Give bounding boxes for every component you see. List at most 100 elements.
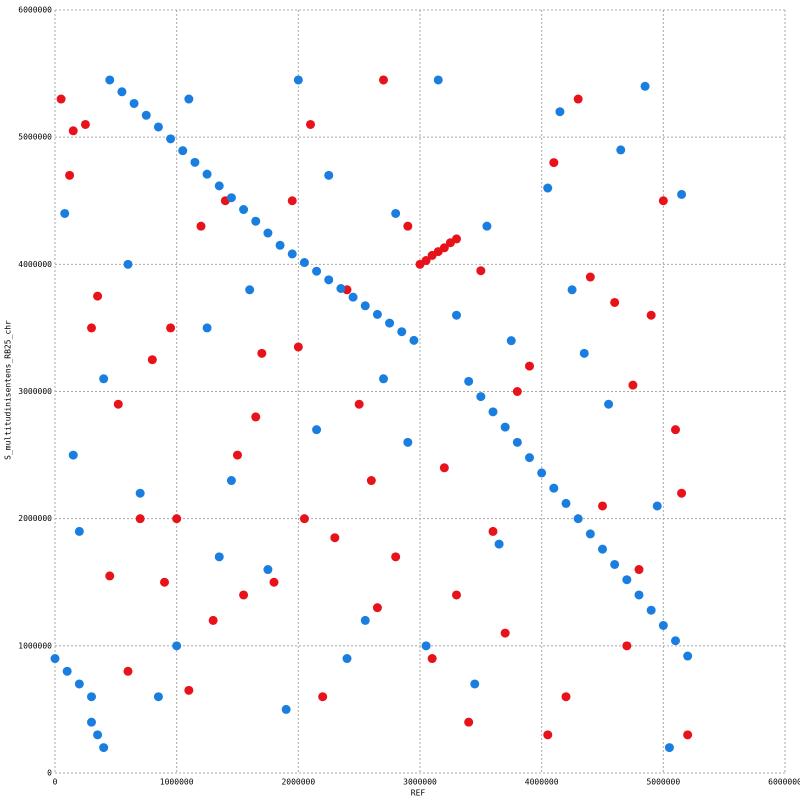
- point: [549, 483, 559, 493]
- point: [117, 87, 127, 97]
- point: [543, 183, 553, 193]
- point: [99, 374, 109, 384]
- point: [664, 743, 674, 753]
- point: [622, 575, 632, 585]
- point: [622, 641, 632, 651]
- point: [525, 453, 534, 463]
- y-tick-label: 3000000: [18, 387, 52, 396]
- point: [312, 425, 322, 435]
- x-tick-label: 1000000: [160, 778, 194, 787]
- y-tick-label: 5000000: [18, 133, 52, 142]
- point: [452, 234, 461, 244]
- point: [561, 498, 571, 508]
- point: [87, 692, 96, 702]
- point: [293, 342, 303, 352]
- point: [299, 514, 309, 524]
- point: [202, 323, 212, 333]
- point: [610, 297, 620, 307]
- point: [306, 119, 315, 129]
- point: [129, 98, 139, 108]
- point: [99, 743, 109, 753]
- point: [573, 94, 583, 104]
- point: [598, 501, 607, 511]
- point: [585, 529, 595, 539]
- point: [403, 221, 413, 231]
- point: [226, 476, 236, 486]
- point: [677, 189, 687, 199]
- point: [233, 450, 242, 460]
- x-tick-label: 0: [53, 778, 58, 787]
- point: [391, 552, 401, 562]
- point: [646, 605, 656, 615]
- point: [239, 590, 249, 600]
- point: [62, 666, 72, 676]
- point: [500, 628, 510, 638]
- point: [585, 272, 595, 282]
- point: [403, 437, 413, 447]
- point: [312, 266, 322, 276]
- point: [379, 75, 388, 85]
- point: [464, 376, 474, 386]
- point: [385, 318, 395, 328]
- point: [500, 422, 510, 432]
- point: [464, 717, 474, 727]
- point: [616, 145, 626, 155]
- point: [482, 221, 492, 231]
- point: [68, 126, 78, 136]
- point: [190, 157, 200, 167]
- point: [135, 488, 145, 498]
- point: [452, 310, 461, 320]
- point: [372, 309, 382, 319]
- point: [226, 193, 236, 203]
- y-tick-label: 4000000: [18, 260, 52, 269]
- point: [251, 412, 261, 422]
- point: [409, 335, 419, 345]
- point: [87, 323, 96, 333]
- point: [427, 654, 437, 664]
- point: [153, 692, 163, 702]
- point: [166, 323, 176, 333]
- point: [281, 704, 291, 714]
- point: [452, 590, 461, 600]
- point: [488, 526, 498, 536]
- point: [598, 544, 607, 554]
- point: [360, 615, 370, 625]
- point: [610, 559, 620, 569]
- point: [251, 216, 261, 226]
- point: [360, 301, 370, 311]
- point: [494, 539, 504, 549]
- point: [379, 374, 388, 384]
- point: [196, 221, 206, 231]
- point: [683, 651, 693, 661]
- point: [439, 243, 449, 253]
- point: [299, 258, 309, 268]
- point: [93, 291, 103, 301]
- point: [275, 240, 285, 250]
- point: [488, 407, 498, 417]
- point: [561, 692, 571, 702]
- x-tick-label: 2000000: [281, 778, 315, 787]
- point: [421, 641, 431, 651]
- point: [677, 488, 687, 498]
- point: [178, 146, 188, 156]
- point: [184, 94, 194, 104]
- point: [573, 514, 583, 524]
- point: [287, 249, 297, 259]
- point: [324, 275, 334, 285]
- y-tick-label: 2000000: [18, 514, 52, 523]
- point: [476, 392, 486, 402]
- point: [166, 134, 176, 144]
- point: [543, 730, 553, 740]
- point: [60, 208, 70, 218]
- point: [74, 526, 84, 536]
- point: [391, 208, 401, 218]
- point: [336, 283, 346, 293]
- point: [397, 327, 407, 337]
- point: [683, 730, 693, 740]
- point: [652, 501, 662, 511]
- point: [293, 75, 303, 85]
- point: [153, 122, 163, 132]
- point: [634, 590, 644, 600]
- point: [113, 399, 123, 409]
